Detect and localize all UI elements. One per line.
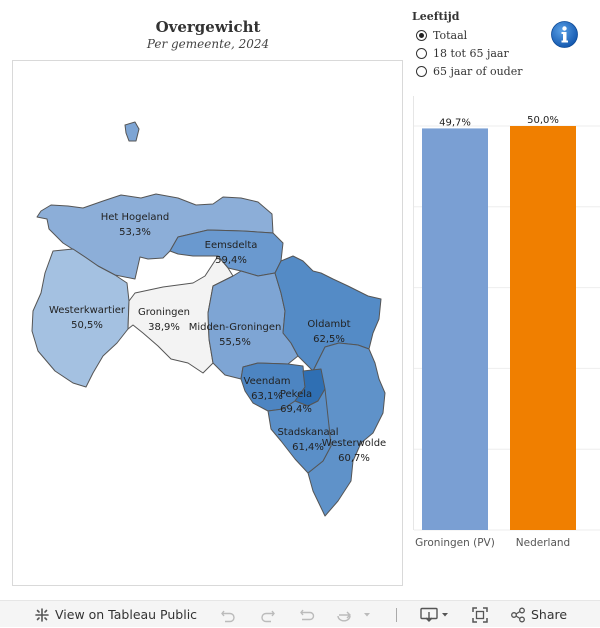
fullscreen-button[interactable] (472, 601, 488, 628)
radio-button-18-65[interactable] (416, 47, 427, 59)
map-label-oldambt-value: 62,5% (313, 334, 345, 345)
map-region-westerkwartier[interactable] (31, 248, 130, 388)
bar-1[interactable] (422, 128, 488, 530)
tableau-logo-icon (35, 607, 49, 622)
map-label-groningen-value: 38,9% (148, 322, 180, 333)
refresh-button[interactable] (336, 601, 370, 628)
map-label-midden-groningen-value: 55,5% (219, 337, 251, 348)
municipality-map: Het Hogeland 53,3% Eemsdelta 59,4% Weste… (31, 121, 386, 517)
redo-icon (261, 610, 275, 622)
chart-title: Overgewicht (155, 18, 261, 36)
toolbar-divider (396, 608, 397, 622)
map-label-groningen-name: Groningen (138, 307, 190, 318)
map-label-westerkwartier-value: 50,5% (71, 320, 103, 331)
map-panel: Het Hogeland 53,3% Eemsdelta 59,4% Weste… (12, 60, 403, 586)
filter-option-label: 65 jaar of ouder (433, 64, 523, 78)
filter-option-label: Totaal (433, 28, 468, 42)
view-on-tableau-public-link[interactable]: View on Tableau Public (34, 601, 197, 628)
share-label: Share (531, 607, 568, 622)
radio-button-65-plus[interactable] (416, 65, 427, 77)
map-label-stadskanaal-value: 61,4% (292, 442, 324, 453)
bar-chart: 49,7% Groningen (PV) 50,0% Nederland (412, 96, 600, 556)
share-button[interactable]: Share (510, 601, 567, 628)
filter-option-18-65[interactable]: 18 tot 65 jaar (412, 44, 522, 62)
map-label-eemsdelta-value: 59,4% (215, 255, 247, 266)
chart-subtitle: Per gemeente, 2024 (146, 37, 270, 51)
revert-button[interactable] (298, 601, 316, 628)
fullscreen-icon (472, 606, 488, 623)
undo-icon (221, 610, 235, 622)
map-label-het-hogeland-value: 53,3% (119, 227, 151, 238)
title-block: Overgewicht Per gemeente, 2024 (60, 18, 356, 51)
download-button[interactable] (420, 601, 450, 628)
undo-button[interactable] (219, 601, 237, 628)
filter-option-label: 18 tot 65 jaar (433, 46, 509, 60)
view-on-tableau-public-label: View on Tableau Public (55, 607, 198, 622)
map-region-island[interactable] (124, 121, 140, 142)
bar-category-label: Groningen (PV) (415, 537, 495, 549)
refresh-icon (337, 611, 370, 621)
tableau-toolbar: View on Tableau Public (0, 600, 600, 627)
map-label-pekela-value: 69,4% (280, 404, 312, 415)
map-region-stadskanaal[interactable] (267, 388, 332, 474)
map-label-oldambt-name: Oldambt (307, 319, 350, 330)
bar-chart-svg: 49,7% Groningen (PV) 50,0% Nederland (413, 96, 600, 549)
map-region-westerwolde[interactable] (307, 342, 386, 517)
map-label-stadskanaal-name: Stadskanaal (277, 427, 338, 438)
age-filter: Leeftijd Totaal 18 tot 65 jaar 65 jaar o… (412, 10, 522, 80)
map-label-westerwolde-name: Westerwolde (322, 438, 386, 449)
bar-value-label: 50,0% (527, 115, 559, 126)
radio-button-totaal[interactable] (416, 29, 427, 41)
filter-title: Leeftijd (412, 10, 460, 23)
bar-2[interactable] (510, 126, 576, 530)
redo-button[interactable] (259, 601, 277, 628)
map-label-midden-groningen-name: Midden-Groningen (189, 322, 282, 333)
download-icon (420, 607, 448, 622)
map-label-westerkwartier-name: Westerkwartier (49, 305, 126, 316)
map-label-eemsdelta-name: Eemsdelta (205, 240, 258, 251)
filter-option-totaal[interactable]: Totaal (412, 26, 522, 44)
map-label-het-hogeland-name: Het Hogeland (101, 212, 170, 223)
bar-category-label: Nederland (516, 537, 570, 549)
map-label-pekela-name: Pekela (280, 389, 312, 400)
info-icon[interactable] (551, 21, 578, 48)
revert-icon (300, 609, 315, 620)
bar-value-label: 49,7% (439, 117, 471, 128)
share-icon (511, 607, 525, 622)
map-label-westerwolde-value: 60,7% (338, 453, 370, 464)
map-label-veendam-name: Veendam (244, 376, 291, 387)
map-region-oldambt[interactable] (274, 255, 382, 372)
map-label-veendam-value: 63,1% (251, 391, 283, 402)
filter-option-65-plus[interactable]: 65 jaar of ouder (412, 62, 522, 80)
